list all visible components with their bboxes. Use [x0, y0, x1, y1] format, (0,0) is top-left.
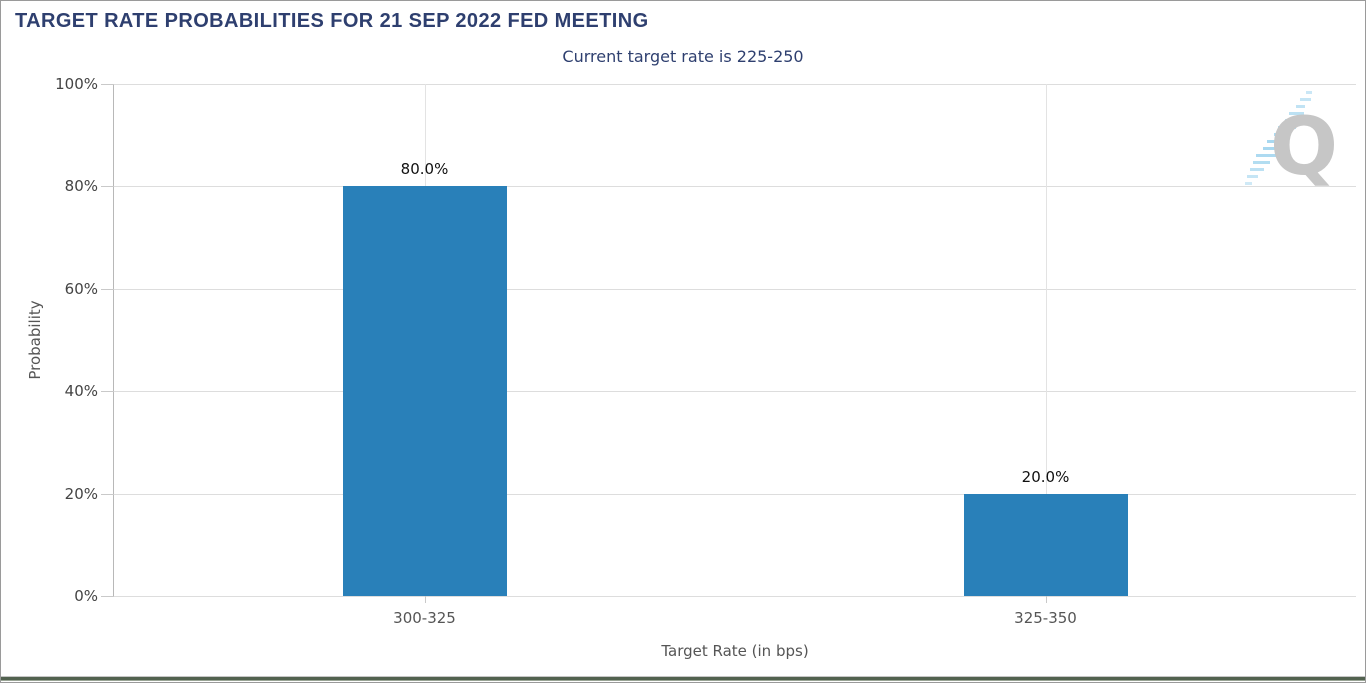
x-axis-tick: [1045, 596, 1047, 603]
x-tick-label: 325-350: [1014, 609, 1077, 627]
gridline-horizontal: [114, 84, 1356, 85]
watermark-q-logo: Q: [1245, 91, 1338, 193]
x-axis-tick: [424, 596, 426, 603]
y-tick-label: 80%: [64, 177, 98, 196]
y-axis-tick: [101, 84, 114, 85]
gridline-horizontal: [114, 493, 1356, 495]
watermark-hash-stripes: [1245, 91, 1312, 185]
y-axis-title: Probability: [26, 300, 44, 380]
y-tick-label: 20%: [64, 484, 98, 503]
bar: [342, 186, 507, 596]
x-axis-title: Target Rate (in bps): [661, 642, 809, 660]
bar: [963, 493, 1128, 596]
y-tick-label: 0%: [74, 587, 98, 605]
y-axis-tick: [101, 288, 114, 290]
y-axis-tick: [101, 596, 114, 597]
gridline-horizontal: [114, 391, 1356, 393]
y-tick-label: 40%: [64, 382, 98, 401]
gridline-horizontal: [114, 596, 1356, 597]
chart-subtitle: Current target rate is 225-250: [562, 47, 804, 66]
bar-value-label: 80.0%: [400, 160, 449, 179]
watermark-q-letter: Q: [1270, 100, 1338, 193]
y-axis-tick: [101, 493, 114, 495]
bar-value-label: 20.0%: [1021, 467, 1070, 486]
y-axis-tick: [101, 391, 114, 393]
bottom-border-strip: [1, 676, 1365, 681]
chart-title: TARGET RATE PROBABILITIES FOR 21 SEP 202…: [15, 10, 649, 32]
gridline-horizontal: [114, 288, 1356, 290]
gridline-vertical: [1045, 84, 1047, 596]
plot-area: Probability Target Rate (in bps) Q 0% 20%…: [26, 75, 1356, 660]
y-tick-label: 100%: [55, 75, 98, 93]
x-tick-label: 300-325: [393, 609, 456, 627]
y-axis-tick: [101, 186, 114, 188]
y-tick-label: 60%: [64, 279, 98, 298]
gridline-horizontal: [114, 186, 1356, 188]
